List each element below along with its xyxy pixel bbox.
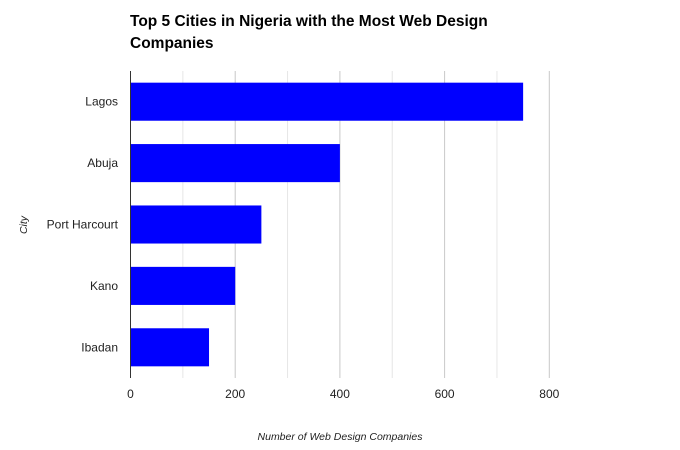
y-category-label: Lagos	[85, 95, 118, 109]
x-tick-label: 200	[225, 387, 245, 401]
x-tick-label: 600	[435, 387, 455, 401]
bar-abuja	[130, 144, 340, 183]
x-tick-label: 400	[330, 387, 350, 401]
y-category-label: Port Harcourt	[47, 218, 119, 232]
bar-ibadan	[130, 328, 210, 367]
chart-title: Top 5 Cities in Nigeria with the Most We…	[130, 13, 488, 52]
x-axis-label: Number of Web Design Companies	[258, 431, 424, 443]
x-tick-label: 800	[539, 387, 559, 401]
bar-lagos	[130, 82, 524, 121]
y-category-label: Kano	[90, 279, 118, 293]
y-category-label: Abuja	[87, 156, 118, 170]
bar-port-harcourt	[130, 205, 262, 244]
x-tick-label: 0	[127, 387, 134, 401]
y-category-label: Ibadan	[81, 340, 118, 354]
y-axis-label: City	[18, 215, 30, 234]
bar-kano	[130, 266, 236, 305]
